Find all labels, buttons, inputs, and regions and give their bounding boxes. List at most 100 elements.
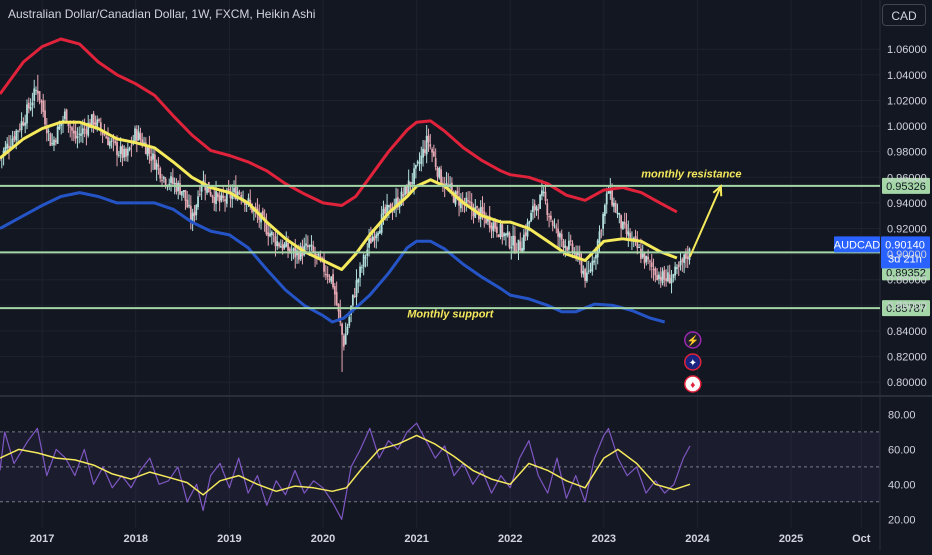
candle-body [681,258,684,262]
candle-body [287,242,289,251]
candle-body [17,130,19,132]
candle-body [613,202,615,207]
candle-body [179,183,181,195]
candle-body [560,233,563,240]
candle-body [326,274,329,278]
candle-body [661,271,664,284]
candle-body [528,221,531,224]
lightning-icon-glyph: ⚡ [687,334,699,347]
candle-body [431,149,433,153]
candle-body [346,326,349,334]
candle-body [586,272,588,282]
candle-body [618,213,621,215]
candle-body [377,232,379,236]
candle-body [411,182,414,184]
candle-body [116,142,118,156]
candle-body [292,248,295,251]
candle-body [382,208,385,215]
candle-body [510,246,513,249]
candle-body [652,269,655,271]
candle-body [35,90,37,92]
candle-body [546,203,549,215]
candle-body [249,199,252,204]
candle-body [278,243,280,247]
candle-body [416,161,419,164]
candle-body [686,256,689,259]
candle-body [368,238,370,248]
candle-body [530,212,532,222]
candle-body [333,286,336,295]
candle-body [125,148,127,157]
candle-body [81,128,84,135]
candle-body [688,248,691,260]
candle-body [404,185,406,195]
candle-body [476,206,478,208]
candle-body [386,204,388,215]
candle-body [344,333,347,345]
candle-body [83,128,86,130]
candle-body [335,292,338,305]
candle-body [139,133,142,140]
candle-body [4,146,7,153]
horizontal-levels[interactable]: 0.95326 0.89352 0.85787 AUDCAD 0.90140 3d 21h [0,177,930,317]
candle-body [272,234,275,236]
candle-body [186,199,189,208]
candle-body [420,155,423,164]
candle-body [663,269,666,280]
candle-body [159,167,162,179]
candle-body [270,231,273,236]
candle-body [144,142,147,155]
price-tick-label: 0.84000 [887,326,927,338]
candle-body [643,252,646,264]
candle-body [395,198,397,207]
price-tick-label: 1.06000 [887,44,927,56]
candle-body [611,188,614,206]
time-tick-label: 2024 [685,533,710,545]
currency-button[interactable]: CAD [882,4,926,26]
candle-body [348,317,351,326]
candle-body [548,216,550,218]
candle-body [519,241,522,251]
rsi-pane [0,422,880,520]
candle-body [323,258,325,272]
candle-body [67,123,70,126]
candle-body [15,130,18,141]
candle-body [130,145,133,147]
candle-body [562,240,565,248]
candle-body [360,267,363,269]
annotation-label: Monthly support [407,309,494,321]
candle-body [632,238,635,240]
candle-body [36,90,39,94]
candle-body [188,205,190,207]
candle-body [582,270,585,275]
candle-body [99,122,102,130]
candle-body [638,247,641,249]
level-price-label: 0.85787 [886,303,926,315]
lightning-icon[interactable] [684,331,702,349]
candle-body [580,259,583,274]
candle-body [45,126,48,134]
candle-body [483,211,486,217]
candle-body [387,205,390,208]
candle-body [161,179,163,182]
candle-body [117,154,120,156]
candle-body [602,213,605,229]
rsi-line [0,422,691,520]
candle-body [685,253,687,259]
candle-body [649,260,651,262]
australia-flag-icon[interactable] [684,353,702,371]
canada-flag-icon[interactable] [684,375,702,393]
candle-body [98,119,100,121]
candle-body [459,198,462,209]
candle-body [650,262,653,268]
event-icons[interactable]: ⚡ ✦ ♦ [684,331,702,393]
candle-body [164,178,167,185]
candle-body [522,234,525,250]
candle-body [247,198,250,202]
candle-body [413,168,415,185]
candle-body [20,121,23,131]
candle-body [198,193,201,195]
